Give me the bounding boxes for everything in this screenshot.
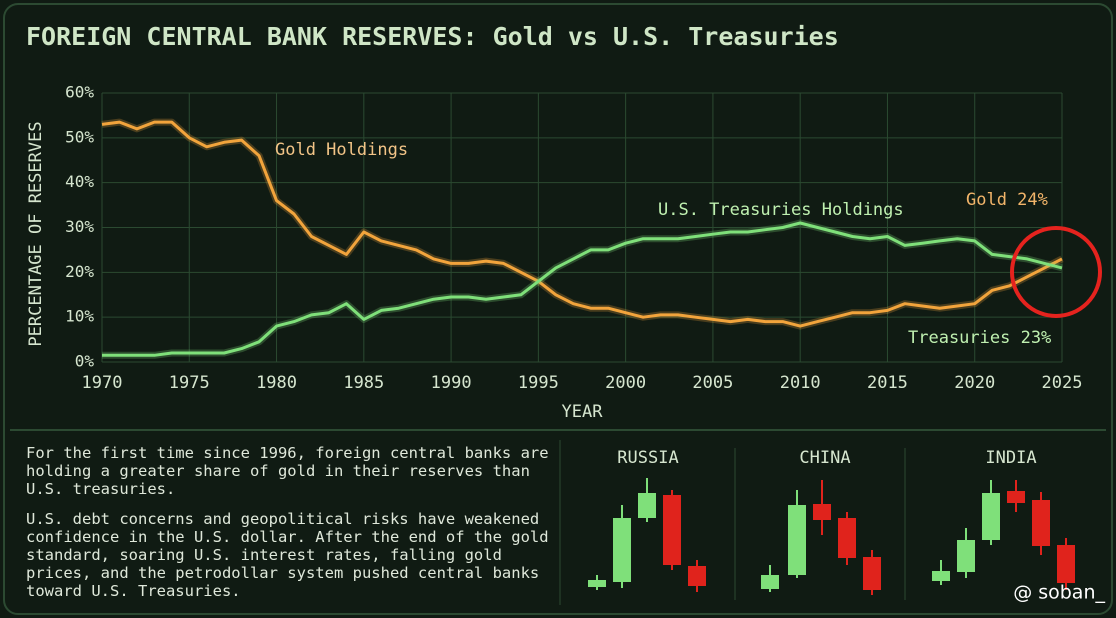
x-tick-label: 2010 [780, 373, 821, 393]
y-tick-label: 10% [65, 307, 94, 326]
paragraph: U.S. debt concerns and geopolitical risk… [26, 510, 549, 600]
annotation: Treasuries 23% [908, 328, 1051, 348]
series-line [102, 221, 1063, 357]
series-label: Gold Holdings [275, 140, 408, 160]
y-tick-label: 20% [65, 262, 94, 281]
annotation: Gold 24% [966, 190, 1048, 210]
x-tick-label: 2000 [605, 373, 646, 393]
panel-title: INDIA [985, 448, 1036, 468]
series-label: U.S. Treasuries Holdings [658, 200, 904, 220]
highlight-circle [1010, 226, 1102, 318]
x-tick-label: 2005 [692, 373, 733, 393]
x-tick-label: 2015 [867, 373, 908, 393]
x-tick-label: 2020 [954, 373, 995, 393]
x-tick-label: 1970 [82, 373, 123, 393]
series-glow [101, 118, 1064, 330]
x-tick-label: 1975 [169, 373, 210, 393]
candles [588, 478, 1075, 595]
watermark: @ soban_ [1013, 582, 1105, 604]
x-tick-label: 2025 [1042, 373, 1083, 393]
x-axis-label: YEAR [562, 402, 604, 422]
panel-title: RUSSIA [617, 448, 678, 468]
y-axis-label: PERCENTAGE OF RESERVES [26, 121, 46, 346]
x-tick-label: 1980 [256, 373, 297, 393]
panel-title: CHINA [799, 448, 850, 468]
chart-title: FOREIGN CENTRAL BANK RESERVES: Gold vs U… [26, 22, 839, 51]
y-tick-label: 40% [65, 172, 94, 191]
y-tick-label: 30% [65, 217, 94, 236]
frame [3, 3, 1113, 615]
y-tick-label: 0% [75, 352, 95, 371]
x-tick-label: 1990 [431, 373, 472, 393]
x-tick-label: 1985 [343, 373, 384, 393]
y-tick-label: 50% [65, 127, 94, 146]
series-line [101, 120, 1063, 328]
x-tick-label: 1995 [518, 373, 559, 393]
paragraph: For the first time since 1996, foreign c… [26, 444, 549, 498]
y-tick-label: 60% [65, 83, 94, 102]
